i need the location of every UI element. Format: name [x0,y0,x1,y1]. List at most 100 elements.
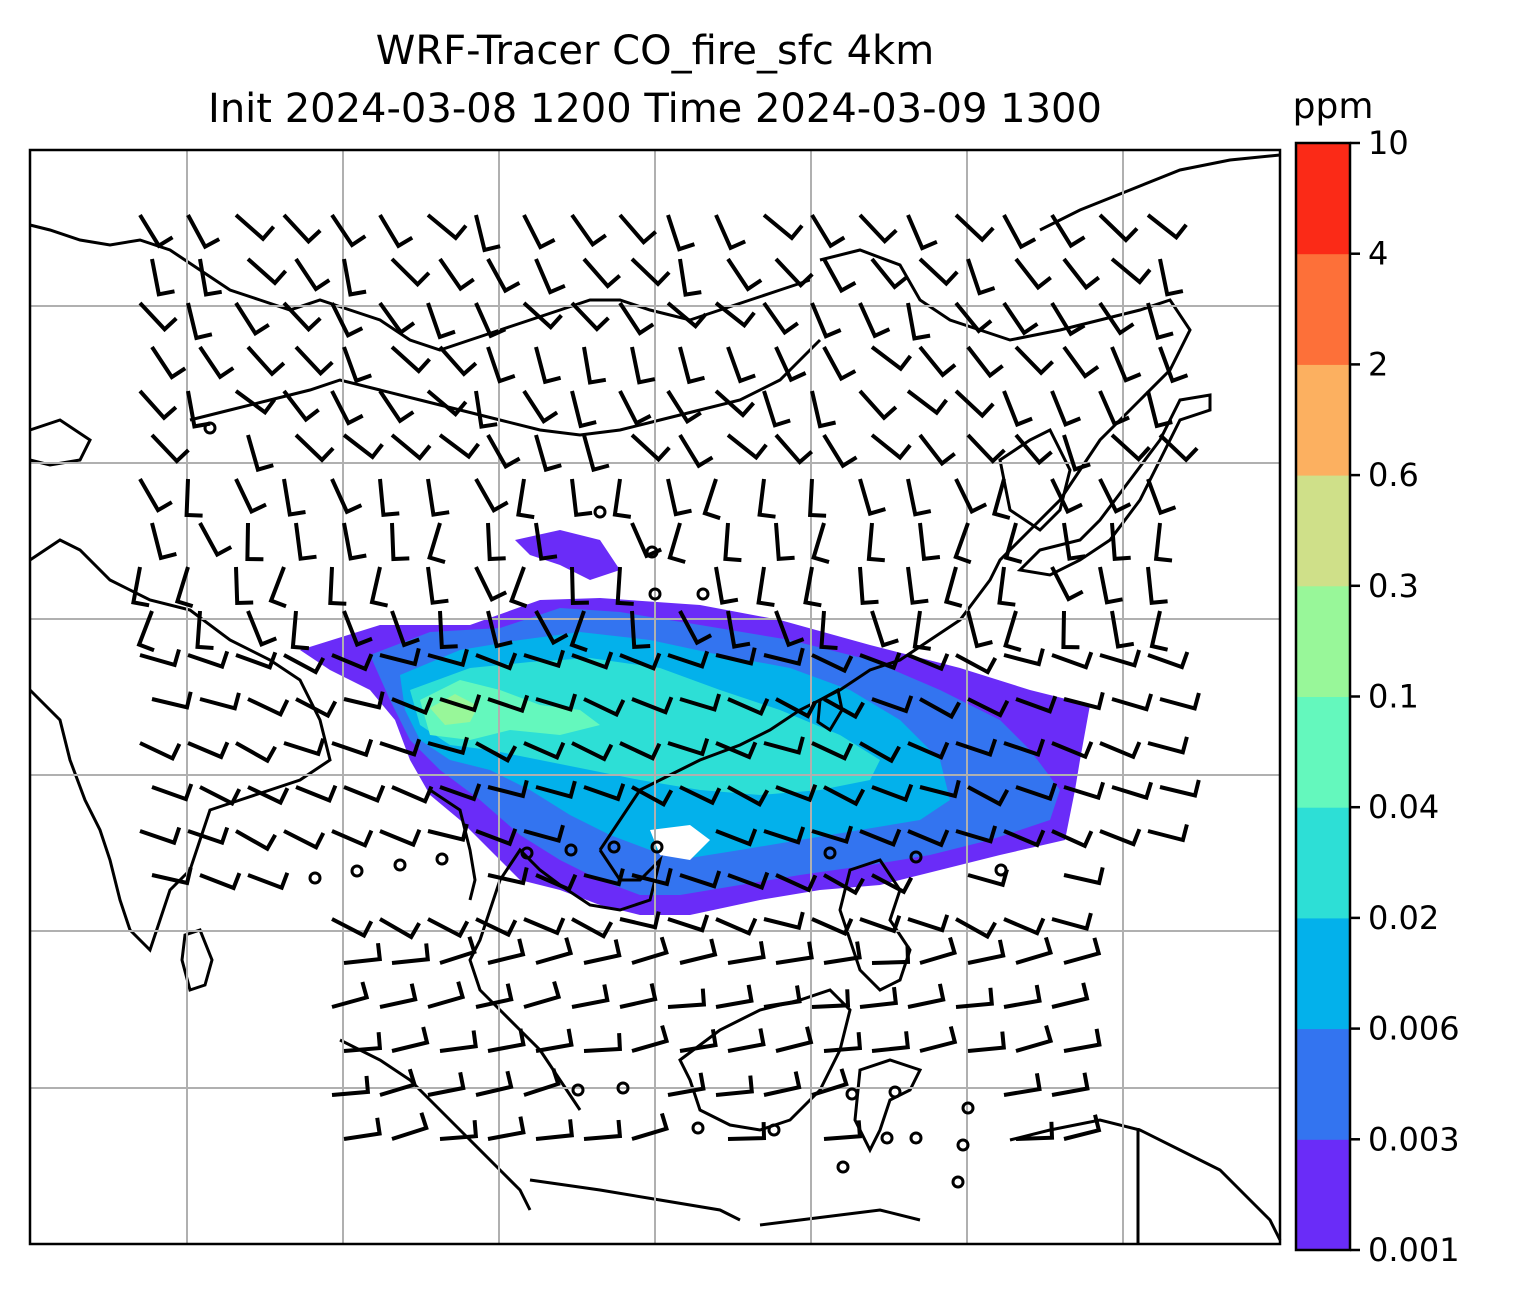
wind-barb [1146,302,1174,341]
wind-barb [475,741,518,764]
wind-barb [715,741,758,760]
wind-barb [583,868,625,887]
colorbar-tick-label: 0.003 [1368,1120,1460,1158]
wind-barb [198,258,223,297]
calm-wind-marker [616,1081,630,1095]
plume-layer [300,530,1090,915]
wind-barb [438,345,478,377]
wind-barb [331,738,374,758]
wind-barb [474,478,509,514]
plume-gap [650,825,710,860]
wind-barb [906,214,938,251]
wind-barb [811,825,854,844]
wind-barb [858,478,886,517]
wind-barb [570,213,607,248]
wind-barb [774,346,807,383]
wind-barb [195,610,214,650]
wind-barb [486,346,516,384]
chart-title-line1: WRF-Tracer CO_fire_sfc 4km [375,28,935,74]
colorbar-tick-label: 0.001 [1368,1231,1460,1269]
calm-wind-marker [961,1101,975,1115]
wind-barb [1159,779,1201,798]
wind-barb [679,1028,718,1053]
plume-level-01 [430,694,478,725]
wind-barb [1003,610,1022,653]
wind-barb [235,741,277,764]
wind-barb [666,478,692,517]
wind-barb [246,434,274,473]
wind-barb [150,433,190,464]
wind-barb [583,939,622,965]
wind-barb [342,258,367,297]
wind-barb [535,1119,575,1141]
wind-barb [723,522,742,563]
wind-barb [379,647,421,667]
wind-barb [859,741,901,764]
wind-barb [246,610,278,648]
wind-barb [858,566,879,606]
wind-barb [571,651,614,670]
wind-barb [726,346,756,384]
calm-wind-marker [696,587,710,601]
colorbar-tick-label: 0.1 [1368,678,1419,716]
wind-barb [715,647,757,666]
wind-barb [331,917,374,939]
wind-barb [583,697,626,718]
wind-barb [871,695,914,714]
wind-barb [475,828,518,847]
wind-barb [475,652,518,671]
wind-barb [919,1026,958,1053]
wind-barb [954,213,995,243]
wind-barb [612,478,632,519]
calm-wind-marker [350,864,364,878]
wind-barb [811,653,854,674]
wind-barb [1003,984,1042,1009]
wind-barb [954,301,993,334]
wind-barb [907,829,950,848]
wind-barb [1146,566,1168,605]
wind-barb [726,433,768,461]
wind-barb [486,522,506,562]
wind-barb [858,302,891,339]
calm-wind-marker [823,846,837,860]
wind-barb [907,653,950,672]
wind-barb [487,779,529,799]
wind-barb [858,213,898,245]
wind-barb [811,917,854,937]
wind-barb [235,651,278,670]
wind-barb [866,522,885,563]
wind-barb [534,434,562,473]
wind-barb [523,649,566,669]
wind-barb [907,914,950,933]
wind-barb [763,1071,802,1097]
calm-wind-marker [909,1131,923,1145]
wind-barb [870,433,912,461]
wind-barb [774,610,805,648]
wind-barb [871,945,911,965]
wind-barb [426,302,456,340]
wind-barb [859,915,902,934]
wind-barb [246,345,286,377]
wind-barb [678,346,706,385]
wind-barb [571,984,610,1009]
wind-barb [487,694,530,714]
wind-barb [235,829,277,852]
wind-barb [630,257,671,287]
wind-barb [775,1026,814,1053]
wind-barb [331,829,374,848]
wind-barb [486,610,513,649]
wind-barb [859,986,899,1009]
wind-barb [715,1075,754,1097]
wind-barb [150,522,177,561]
wind-barb [823,697,865,720]
wind-barb [1051,912,1093,931]
wind-barb [774,522,795,562]
wind-barb [666,301,708,330]
wind-barb [918,257,959,287]
wind-barb [906,566,929,605]
wind-barb [1050,566,1084,602]
wind-barb [906,389,948,416]
wind-barb [1063,781,1106,801]
calm-wind-marker [650,840,664,854]
wind-barb [859,828,902,847]
